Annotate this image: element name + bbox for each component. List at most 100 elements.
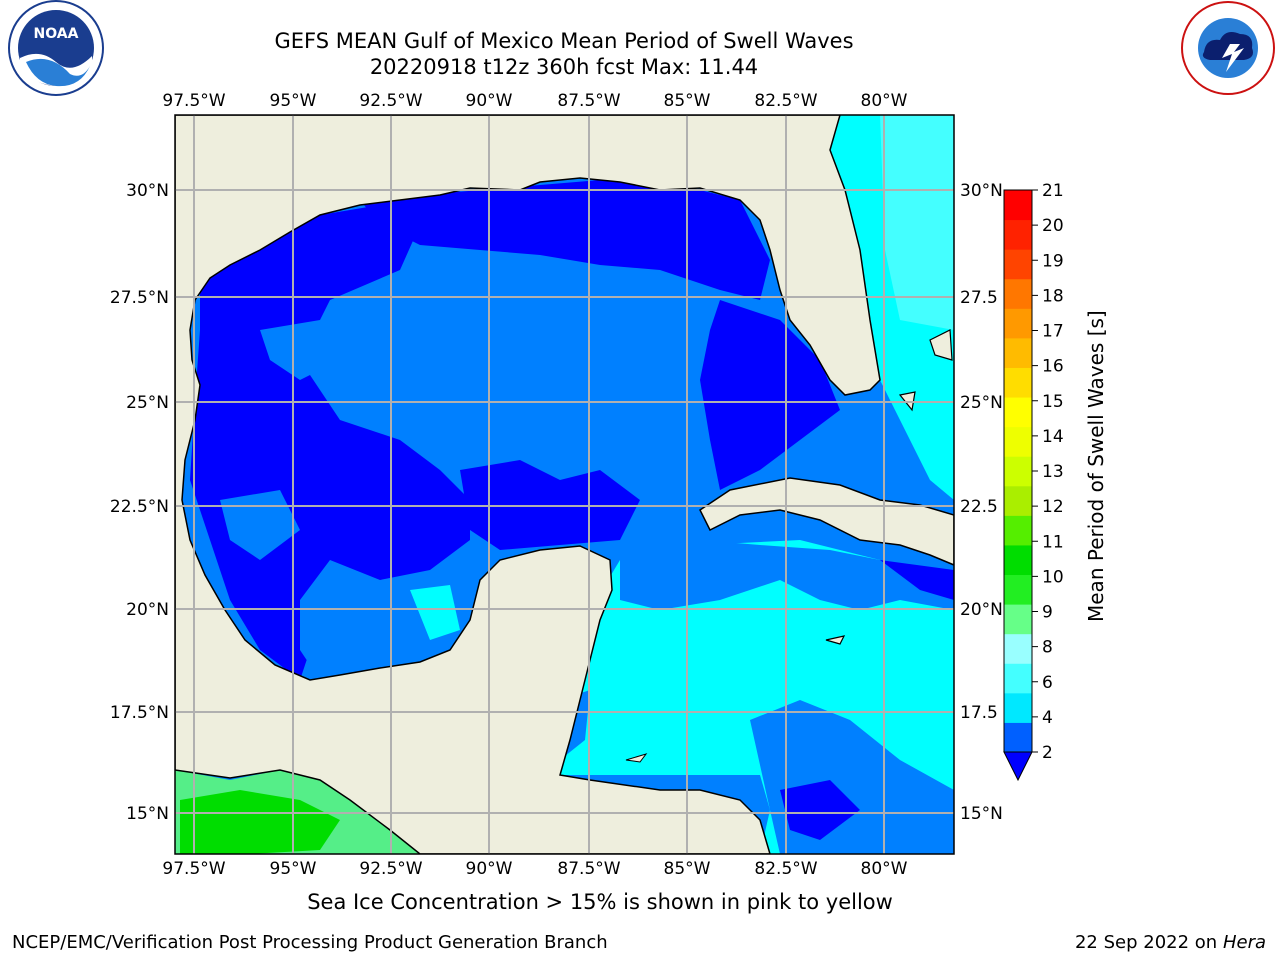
lon-label: 85°W xyxy=(664,91,711,111)
lon-label: 80°W xyxy=(861,91,908,111)
footer-machine: Hera xyxy=(1222,932,1266,953)
colorbar-segment xyxy=(1004,367,1032,398)
colorbar-extend-arrow xyxy=(1003,751,1033,782)
lat-label: 22.5°N xyxy=(110,497,169,517)
colorbar-tick-label: 18 xyxy=(1042,286,1064,306)
colorbar-tick-label: 14 xyxy=(1042,427,1064,447)
colorbar-tick-label: 19 xyxy=(1042,251,1064,271)
lon-label: 85°W xyxy=(664,859,711,879)
bahamas-1 xyxy=(929,329,953,361)
mid-patch-2 xyxy=(220,490,300,560)
deep-blue-east xyxy=(700,300,840,490)
jamaica xyxy=(825,635,846,645)
chart-subtitle: 20220918 t12z 360h fcst Max: 11.44 xyxy=(369,55,759,79)
lat-label: 30°N xyxy=(960,181,1003,201)
lat-label: 22.5 xyxy=(960,497,998,517)
chart-title: GEFS MEAN Gulf of Mexico Mean Period of … xyxy=(274,29,854,53)
cuba xyxy=(699,477,954,566)
caribbean-deep xyxy=(880,560,954,600)
lat-label: 17.5 xyxy=(960,703,998,723)
colorbar-segment xyxy=(1004,692,1032,723)
lat-label: 15°N xyxy=(960,804,1003,824)
light-cyan-region xyxy=(880,115,954,330)
colorbar-tick-label: 12 xyxy=(1042,497,1064,517)
lon-label: 92.5°W xyxy=(359,91,422,111)
lon-labels-bottom: 97.5°W 95°W 92.5°W 90°W 87.5°W 85°W 82.5… xyxy=(162,859,907,879)
map-plot xyxy=(175,115,954,854)
lat-label: 20°N xyxy=(126,600,169,620)
colorbar-segment xyxy=(1004,278,1032,309)
colorbar-segment xyxy=(1004,249,1032,280)
colorbar: 21 20 19 18 17 16 15 14 13 12 11 10 9 8 6 4 2 xyxy=(1003,181,1064,782)
gridlines xyxy=(175,115,954,854)
lon-label: 87.5°W xyxy=(557,91,620,111)
pacific-green xyxy=(180,790,340,854)
footer-credit: NCEP/EMC/Verification Post Processing Pr… xyxy=(12,932,608,953)
south-deep xyxy=(780,780,860,840)
lon-label: 92.5°W xyxy=(359,859,422,879)
colorbar-segment xyxy=(1004,663,1032,694)
colorbar-label: Mean Period of Swell Waves [s] xyxy=(1084,310,1108,622)
lon-label: 95°W xyxy=(270,91,317,111)
lat-label: 27.5°N xyxy=(110,288,169,308)
colorbar-tick-label: 4 xyxy=(1042,708,1053,728)
colorbar-tick-label: 20 xyxy=(1042,216,1064,236)
lat-label: 15°N xyxy=(126,804,169,824)
lat-label: 25°N xyxy=(126,393,169,413)
lat-label: 20°N xyxy=(960,600,1003,620)
cyan-region xyxy=(560,115,954,854)
colorbar-segment xyxy=(1004,485,1032,516)
colorbar-segment xyxy=(1004,604,1032,635)
lon-label: 82.5°W xyxy=(754,91,817,111)
lon-label: 97.5°W xyxy=(162,91,225,111)
footer-date: 22 Sep 2022 on Hera xyxy=(1075,932,1266,953)
colorbar-tick-label: 9 xyxy=(1042,603,1053,623)
colorbar-segment xyxy=(1004,190,1032,221)
noaa-logo-text: NOAA xyxy=(34,26,79,42)
colorbar-segment xyxy=(1004,337,1032,368)
lon-label: 87.5°W xyxy=(557,859,620,879)
mainland xyxy=(175,115,881,854)
nws-logo xyxy=(1181,1,1275,95)
lon-label: 90°W xyxy=(466,859,513,879)
mid-patch-1 xyxy=(260,320,340,380)
colorbar-tick-label: 21 xyxy=(1042,181,1064,201)
colorbar-tick-label: 2 xyxy=(1042,743,1053,763)
colorbar-segment xyxy=(1004,722,1032,753)
colorbar-segment xyxy=(1004,426,1032,457)
lat-labels-right: 30°N 27.5 25°N 22.5 20°N 17.5 15°N xyxy=(960,181,1003,824)
colorbar-tick-label: 6 xyxy=(1042,673,1053,693)
deep-blue-west xyxy=(190,205,470,680)
lon-label: 82.5°W xyxy=(754,859,817,879)
colorbar-segment xyxy=(1004,308,1032,339)
lon-labels-top: 97.5°W 95°W 92.5°W 90°W 87.5°W 85°W 82.5… xyxy=(162,91,907,111)
lat-labels-left: 30°N 27.5°N 25°N 22.5°N 20°N 17.5°N 15°N xyxy=(110,181,169,824)
lat-label: 27.5 xyxy=(960,288,998,308)
colorbar-tick-label: 13 xyxy=(1042,462,1064,482)
cyan-patch-bay xyxy=(410,585,460,640)
lon-label: 90°W xyxy=(466,91,513,111)
deep-blue-north xyxy=(360,180,770,300)
colorbar-segment xyxy=(1004,515,1032,546)
mid-patch-3 xyxy=(300,590,430,680)
colorbar-tick-label: 10 xyxy=(1042,567,1064,587)
lat-label: 30°N xyxy=(126,181,169,201)
colorbar-tick-label: 17 xyxy=(1042,322,1064,342)
lat-label: 25°N xyxy=(960,393,1003,413)
noaa-logo: NOAA xyxy=(8,0,104,96)
lon-label: 95°W xyxy=(270,859,317,879)
bay-islands xyxy=(625,753,648,763)
colorbar-segment xyxy=(1004,633,1032,664)
footer-date-text: 22 Sep 2022 on xyxy=(1074,932,1218,953)
lon-label: 97.5°W xyxy=(162,859,225,879)
colorbar-tick-label: 8 xyxy=(1042,638,1053,658)
colorbar-tick-label: 15 xyxy=(1042,392,1064,412)
colorbar-segment xyxy=(1004,574,1032,605)
colorbar-segment xyxy=(1004,397,1032,428)
map-frame xyxy=(174,114,955,855)
colorbar-segment xyxy=(1004,544,1032,576)
colorbar-segment xyxy=(1004,219,1032,250)
lon-label: 80°W xyxy=(861,859,908,879)
colorbar-segment xyxy=(1004,456,1032,487)
